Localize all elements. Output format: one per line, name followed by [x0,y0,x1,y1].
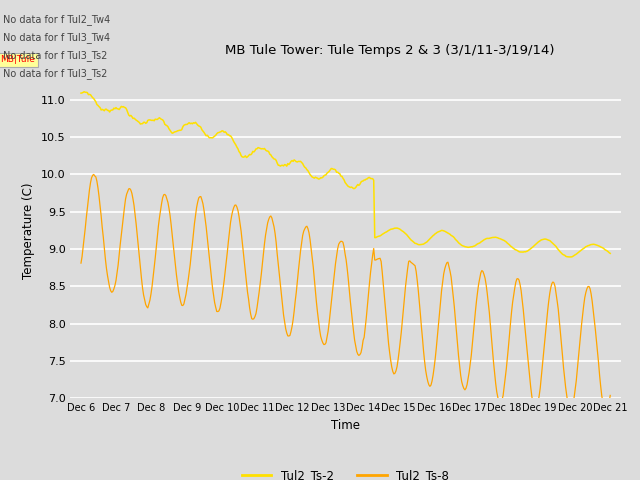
Text: No data for f Tul3_Ts2: No data for f Tul3_Ts2 [3,68,108,79]
Legend: Tul2_Ts-2, Tul2_Ts-8: Tul2_Ts-2, Tul2_Ts-8 [237,464,454,480]
Text: No data for f Tul2_Tw4: No data for f Tul2_Tw4 [3,13,111,24]
X-axis label: Time: Time [331,419,360,432]
Text: No data for f Tul3_Tw4: No data for f Tul3_Tw4 [3,32,110,43]
Text: MB|Tule: MB|Tule [0,55,35,64]
Y-axis label: Temperature (C): Temperature (C) [22,182,35,279]
Text: No data for f Tul3_Ts2: No data for f Tul3_Ts2 [3,50,108,61]
Title: MB Tule Tower: Tule Temps 2 & 3 (3/1/11-3/19/14): MB Tule Tower: Tule Temps 2 & 3 (3/1/11-… [225,44,554,57]
